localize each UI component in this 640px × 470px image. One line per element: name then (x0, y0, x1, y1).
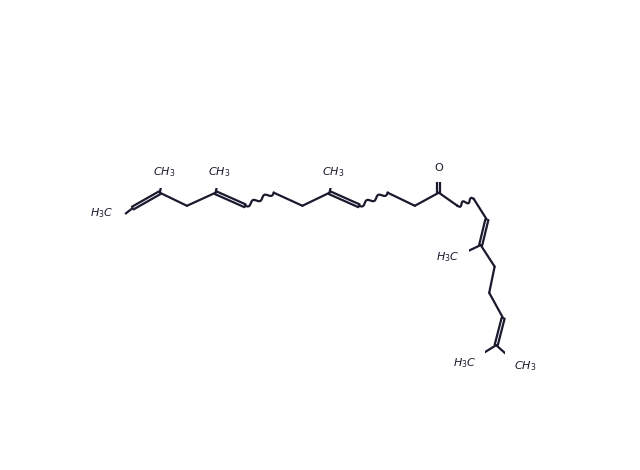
Text: $H_3C$: $H_3C$ (90, 207, 113, 220)
Text: $CH_3$: $CH_3$ (152, 165, 175, 179)
Text: O: O (435, 163, 443, 172)
Text: $H_3C$: $H_3C$ (452, 356, 476, 370)
Text: $CH_3$: $CH_3$ (208, 165, 230, 179)
Text: $CH_3$: $CH_3$ (322, 165, 344, 179)
Text: $CH_3$: $CH_3$ (514, 359, 536, 373)
Text: $H_3C$: $H_3C$ (436, 250, 460, 264)
